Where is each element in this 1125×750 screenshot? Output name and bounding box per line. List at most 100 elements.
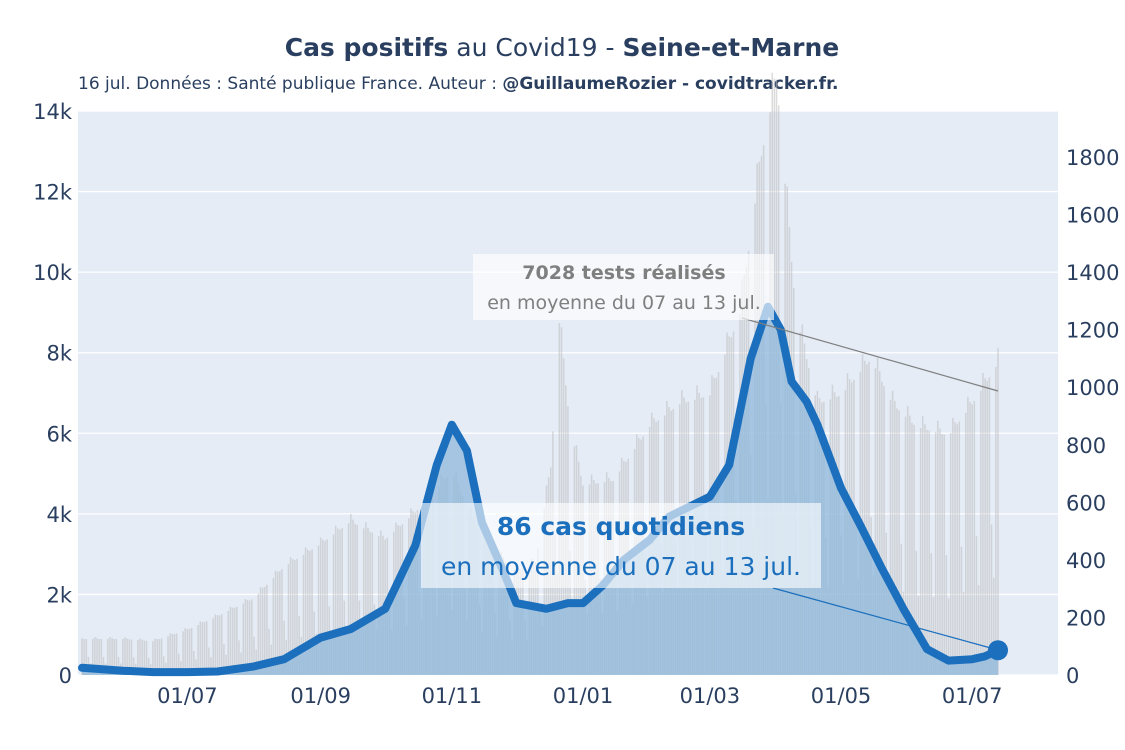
tests-bar: [365, 522, 367, 675]
tests-bar: [874, 368, 877, 675]
tests-bar: [984, 378, 986, 675]
y-right-tick-label: 1400: [1066, 261, 1119, 285]
tests-bar: [930, 553, 933, 675]
x-tick-label: 01/01: [553, 684, 614, 708]
tests-bar: [906, 405, 909, 675]
tests-bar: [896, 408, 898, 675]
tests-bar: [954, 422, 956, 675]
y-left-tick-label: 0: [59, 664, 72, 688]
y-right-tick-label: 0: [1066, 664, 1079, 688]
tests-bar: [96, 638, 98, 675]
tests-bar: [197, 625, 199, 675]
tests-bar: [173, 634, 176, 675]
tests-bar: [939, 428, 941, 675]
tests-bar: [543, 508, 546, 675]
tests-bar: [145, 640, 148, 675]
tests-bar: [264, 587, 266, 675]
tests-bar: [83, 638, 85, 675]
tests-bar: [319, 537, 322, 675]
x-tick-label: 01/07: [942, 684, 1003, 708]
y-right-tick-label: 200: [1066, 606, 1106, 630]
tests-bar: [154, 638, 156, 675]
tests-bar: [274, 570, 277, 675]
tests-bar: [240, 652, 242, 675]
cases-annotation-box: [421, 503, 821, 588]
tests-bar: [296, 558, 298, 675]
tests-bar: [238, 640, 240, 675]
tests-bar: [109, 637, 111, 675]
tests-bar: [113, 638, 116, 675]
tests-bar: [268, 628, 270, 675]
tests-bar: [107, 638, 109, 675]
subtitle-plain: 16 jul. Données : Santé publique France.…: [78, 74, 502, 94]
tests-bar: [94, 637, 96, 675]
x-tick-label: 01/09: [290, 684, 351, 708]
tests-bar: [990, 524, 993, 675]
tests-bar: [233, 607, 236, 675]
tests-bar: [169, 633, 171, 675]
tests-bar: [311, 549, 313, 675]
tests-annotation: 7028 tests réalisés en moyenne du 07 au …: [473, 254, 999, 392]
tests-bar: [115, 638, 118, 675]
tests-bar: [236, 606, 238, 675]
tests-bar: [227, 611, 229, 675]
tests-bar: [193, 650, 195, 675]
tests-bar: [242, 603, 245, 675]
tests-bar: [982, 372, 984, 675]
tests-bar: [934, 432, 937, 675]
tests-bar: [560, 327, 563, 675]
tests-bar: [253, 636, 255, 675]
tests-bar: [904, 416, 907, 675]
tests-bar: [971, 404, 973, 675]
tests-bar: [122, 638, 124, 675]
tests-bar: [352, 519, 354, 675]
tests-bar: [167, 636, 169, 675]
tests-bar: [326, 539, 328, 675]
x-tick-label: 01/05: [811, 684, 872, 708]
tests-bar: [911, 422, 913, 675]
tests-bar: [928, 430, 930, 675]
tests-bar: [377, 536, 380, 675]
tests-bar: [147, 657, 150, 675]
tests-bar: [868, 361, 870, 675]
tests-bar: [997, 348, 999, 675]
tests-bar: [960, 546, 963, 675]
tests-bar: [205, 621, 208, 675]
tests-bar: [289, 557, 292, 675]
tests-bar: [188, 628, 191, 675]
tests-bar: [143, 640, 146, 675]
tests-bar: [943, 434, 945, 675]
tests-bar: [98, 638, 100, 675]
tests-bar: [341, 528, 343, 675]
tests-bar: [861, 354, 864, 675]
tests-bar: [354, 523, 356, 675]
tests-bar: [350, 513, 352, 675]
tests-bar: [251, 599, 253, 675]
tests-bar: [988, 377, 991, 675]
cases-annotation-line2: en moyenne du 07 au 13 jul.: [441, 552, 801, 581]
tests-annotation-arrow: [741, 317, 999, 392]
tests-bar: [356, 524, 358, 675]
tests-bar: [380, 530, 382, 675]
tests-bar: [283, 620, 285, 675]
tests-bar: [261, 587, 264, 675]
y-left-tick-label: 8k: [46, 342, 72, 366]
tests-bar: [186, 628, 189, 675]
tests-bar: [347, 523, 350, 675]
tests-bar: [958, 421, 961, 675]
tests-bar: [281, 568, 283, 675]
tests-bar: [932, 597, 935, 675]
tests-bar: [162, 656, 165, 675]
tests-bar: [909, 415, 911, 675]
tests-bar: [184, 628, 186, 675]
latest-cases-marker: [988, 640, 1008, 661]
y-axis-left: 0 2k 4k 6k 8k 10k 12k 14k: [33, 100, 73, 688]
tests-bar: [334, 525, 337, 675]
tests-bar: [980, 390, 982, 675]
title-part-bold-1: Cas positifs: [285, 33, 449, 62]
y-left-tick-label: 6k: [46, 422, 72, 446]
tests-bar: [259, 587, 262, 675]
tests-bar: [962, 592, 965, 675]
tests-bar: [182, 631, 184, 675]
tests-bar: [866, 364, 868, 675]
